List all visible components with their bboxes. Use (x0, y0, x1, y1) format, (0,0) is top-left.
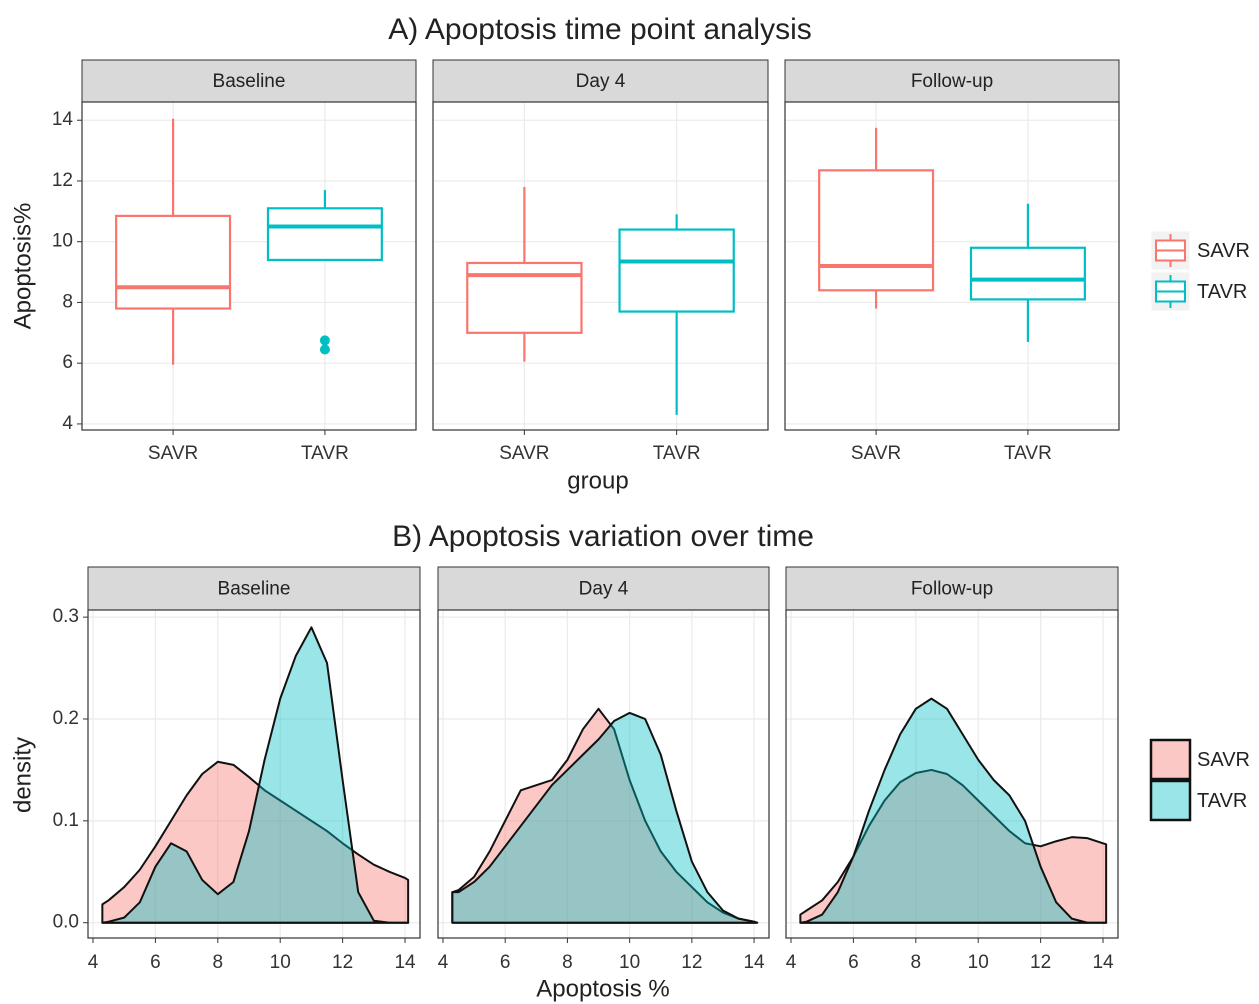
x-tick-label: 4 (438, 952, 449, 973)
strip-background (81, 59, 417, 103)
x-tick-label: 8 (911, 952, 922, 973)
panel-border (785, 609, 1119, 939)
x-tick-label: 4 (786, 952, 797, 973)
density-area (799, 768, 1108, 924)
density-area (451, 707, 759, 924)
x-tick-label: 12 (332, 952, 353, 973)
x-tick-label: TAVR (653, 443, 701, 464)
x-tick-label: 10 (270, 952, 291, 973)
chart-title: A) Apoptosis time point analysis (388, 13, 812, 46)
x-tick-label: 12 (1030, 952, 1051, 973)
strip-background (87, 566, 421, 611)
y-tick-label: 0.0 (53, 912, 79, 933)
x-tick-label: SAVR (148, 443, 198, 464)
y-tick-label: 14 (52, 109, 74, 130)
y-tick-label: 0.1 (53, 810, 79, 831)
panel-border (87, 609, 421, 939)
box (618, 228, 735, 313)
legend-label: SAVR (1197, 240, 1250, 262)
legend-label: SAVR (1197, 749, 1250, 771)
x-tick-label: 14 (1092, 952, 1114, 973)
strip-background (437, 566, 770, 611)
x-tick-label: TAVR (301, 443, 349, 464)
strip-label: Follow-up (911, 579, 993, 600)
strip-background (784, 59, 1120, 103)
box (266, 207, 383, 262)
y-tick-label: 0.3 (53, 606, 79, 627)
x-tick-label: 12 (681, 952, 702, 973)
strip-label: Day 4 (579, 579, 629, 600)
density-area (101, 760, 410, 924)
box (115, 214, 232, 310)
y-axis-label: density (9, 737, 36, 813)
x-tick-label: 10 (968, 952, 989, 973)
strip-background (785, 566, 1119, 611)
y-tick-label: 8 (62, 291, 73, 312)
x-axis-label: group (567, 467, 628, 494)
legend-key (1149, 738, 1192, 781)
box (818, 169, 935, 292)
strip-label: Follow-up (911, 71, 993, 92)
legend-label: TAVR (1197, 281, 1247, 303)
strip-label: Baseline (213, 71, 286, 92)
y-axis-label: Apoptosis% (9, 203, 36, 330)
panel-background (88, 610, 420, 938)
x-tick-label: SAVR (851, 443, 901, 464)
x-tick-label: SAVR (499, 443, 549, 464)
panel-background (438, 610, 769, 938)
y-tick-label: 0.2 (53, 708, 79, 729)
x-tick-label: 10 (619, 952, 640, 973)
x-tick-label: 14 (743, 952, 765, 973)
panel-border (432, 101, 769, 431)
y-tick-label: 6 (62, 352, 73, 373)
legend-key (1149, 779, 1192, 822)
strip-label: Baseline (218, 579, 291, 600)
y-tick-label: 12 (52, 170, 73, 191)
density-area (799, 697, 1108, 924)
panel-border (437, 609, 770, 939)
strip-label: Day 4 (576, 71, 626, 92)
outlier (319, 344, 330, 355)
x-tick-label: TAVR (1004, 443, 1052, 464)
panel-border (81, 101, 417, 431)
x-tick-label: 6 (500, 952, 511, 973)
y-tick-label: 4 (62, 413, 73, 434)
x-tick-label: 8 (562, 952, 573, 973)
density-area (101, 626, 410, 924)
x-tick-label: 4 (88, 952, 99, 973)
x-axis-label: Apoptosis % (536, 975, 669, 1002)
box (969, 246, 1086, 301)
x-tick-label: 6 (150, 952, 161, 973)
x-tick-label: 8 (213, 952, 224, 973)
y-tick-label: 10 (52, 231, 73, 252)
chart-title: B) Apoptosis variation over time (392, 520, 814, 553)
strip-background (432, 59, 769, 103)
x-tick-label: 6 (848, 952, 859, 973)
density-area (451, 711, 759, 924)
outlier (319, 335, 330, 346)
panel-border (784, 101, 1120, 431)
x-tick-label: 14 (394, 952, 416, 973)
legend-label: TAVR (1197, 790, 1247, 812)
